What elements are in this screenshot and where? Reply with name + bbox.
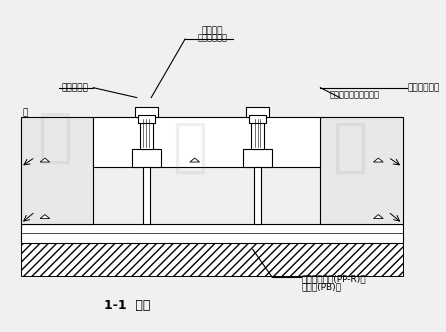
Text: 管件管夸: 管件管夸 [201, 26, 223, 35]
Bar [138, 116, 155, 124]
Polygon shape [374, 214, 383, 218]
Bar [21, 223, 403, 243]
Text: 筑: 筑 [37, 109, 72, 166]
Bar [243, 149, 272, 167]
Text: 1-1  副面: 1-1 副面 [104, 299, 150, 312]
Bar [135, 108, 158, 118]
Polygon shape [190, 158, 199, 162]
Bar [246, 108, 269, 118]
Bar [132, 149, 161, 167]
Text: 無毒熱融接管(PP-R)管: 無毒熱融接管(PP-R)管 [301, 275, 366, 284]
Bar [140, 118, 153, 149]
Text: 弹性内夸三道: 弹性内夸三道 [407, 83, 440, 92]
Text: 内螺紋接頭: 内螺紋接頭 [62, 83, 88, 92]
Bar [93, 118, 320, 167]
Text: （鑰制管絹）: （鑰制管絹） [197, 33, 227, 42]
Polygon shape [40, 158, 50, 162]
Text: 箣: 箣 [23, 108, 28, 117]
Text: （通用圖西諷參工圖）: （通用圖西諷參工圖） [330, 90, 380, 99]
Text: 聚丁烯(PB)管: 聚丁烯(PB)管 [301, 283, 341, 291]
Bar [21, 243, 403, 276]
Bar [143, 167, 150, 223]
Polygon shape [374, 158, 383, 162]
Bar [249, 116, 266, 124]
Text: 龍: 龍 [173, 119, 207, 176]
Bar [254, 167, 261, 223]
Bar [21, 118, 93, 223]
Bar [320, 118, 403, 223]
Polygon shape [40, 214, 50, 218]
Text: 網: 網 [332, 119, 367, 176]
Bar [251, 118, 264, 149]
